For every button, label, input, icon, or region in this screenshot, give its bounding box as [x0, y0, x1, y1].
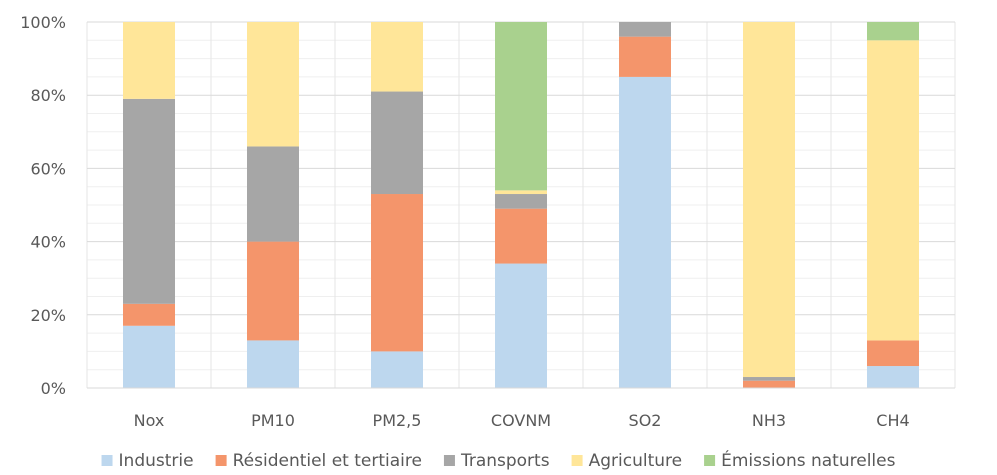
bar-segment [123, 22, 175, 99]
x-category-label: NH3 [752, 411, 786, 430]
legend-swatch [443, 455, 455, 466]
legend-swatch [571, 455, 583, 466]
x-category-label: PM2,5 [373, 411, 422, 430]
bar-segment [495, 190, 547, 195]
x-category-label: Nox [134, 411, 165, 430]
bar-segment [123, 325, 175, 388]
legend-label: Résidentiel et tertiaire [233, 451, 422, 471]
bars [123, 22, 919, 389]
bar-segment [495, 194, 547, 209]
bar-segment [371, 351, 423, 388]
legend-item: Résidentiel et tertiaire [215, 451, 422, 471]
bar-segment [867, 340, 919, 367]
legend-label: Émissions naturelles [721, 449, 896, 471]
bar-segment [247, 241, 299, 341]
bar-segment [247, 22, 299, 147]
legend-item: Industrie [101, 451, 194, 471]
bar-segment [867, 366, 919, 388]
bar-segment [619, 22, 671, 37]
bar-segment [495, 208, 547, 264]
bar-segment [123, 303, 175, 326]
legend-label: Agriculture [589, 451, 683, 471]
y-tick-label: 100% [20, 13, 66, 32]
bar-segment [495, 263, 547, 388]
legend-item: Émissions naturelles [704, 449, 896, 471]
y-tick-label: 0% [41, 379, 66, 398]
bar-segment [743, 380, 795, 388]
legend-label: Industrie [119, 451, 194, 471]
bar-segment [867, 40, 919, 341]
bar-segment [247, 340, 299, 388]
x-category-label: COVNM [491, 411, 551, 430]
legend-swatch [215, 455, 227, 466]
bar-segment [867, 22, 919, 41]
bar-segment [743, 22, 795, 378]
y-tick-label: 80% [30, 86, 66, 105]
legend-swatch [704, 455, 716, 466]
y-tick-label: 60% [30, 159, 66, 178]
bar-segment [619, 76, 671, 389]
legend-swatch [101, 455, 113, 466]
bar-segment [371, 91, 423, 195]
legend-label: Transports [460, 451, 550, 471]
y-tick-label: 40% [30, 233, 66, 252]
x-category-label: PM10 [251, 411, 295, 430]
legend: Industrie Résidentiel et tertiaire Transpo… [101, 449, 896, 471]
bar-segment [247, 146, 299, 242]
x-category-label: CH4 [876, 411, 909, 430]
x-axis-category-labels: Nox PM10 PM2,5 COVNM SO2 NH3 CH4 [134, 411, 910, 430]
legend-item: Transports [443, 451, 550, 471]
bar-segment [619, 36, 671, 77]
bar-segment [371, 194, 423, 352]
bar-segment [743, 377, 795, 381]
bar-segment [123, 98, 175, 304]
bar-segment [495, 22, 547, 191]
x-category-label: SO2 [629, 411, 662, 430]
y-tick-label: 20% [30, 306, 66, 325]
bar-segment [371, 22, 423, 92]
legend-item: Agriculture [571, 451, 683, 471]
y-axis-tick-labels: 0% 20% 40% 60% 80% 100% [20, 13, 66, 398]
